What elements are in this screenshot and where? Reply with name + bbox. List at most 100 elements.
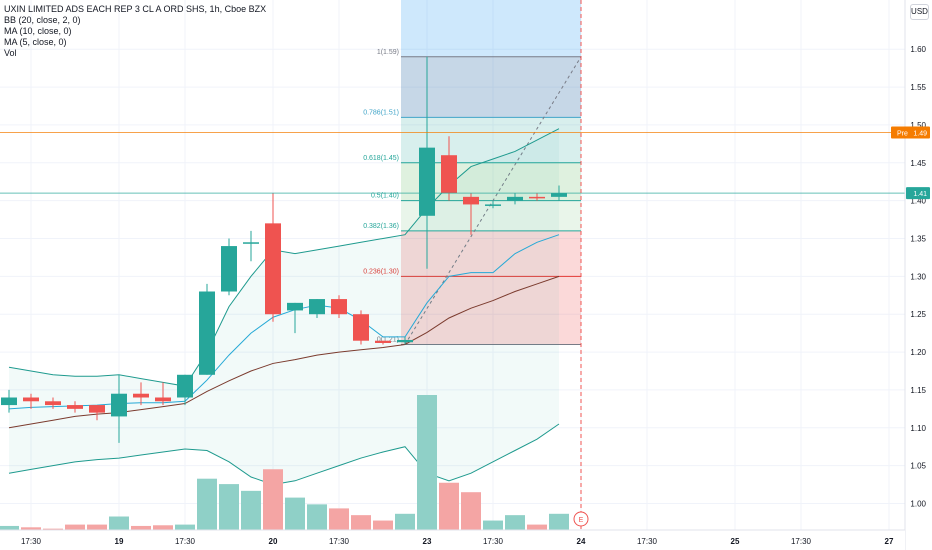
candle-body bbox=[199, 291, 215, 375]
earnings-marker bbox=[573, 511, 589, 527]
fib-level-label: 0.786(1.51) bbox=[363, 109, 399, 116]
price-tick-label: 1.00 bbox=[910, 500, 926, 509]
time-tick-label: 17:30 bbox=[791, 537, 812, 546]
candle-body bbox=[463, 196, 479, 205]
candle-body bbox=[133, 393, 149, 398]
candle-body bbox=[243, 242, 259, 244]
volume-bar bbox=[241, 490, 261, 530]
price-tick-label: 1.60 bbox=[910, 45, 926, 54]
candle-body bbox=[221, 246, 237, 292]
fib-zone bbox=[401, 276, 581, 345]
currency-button[interactable]: USD bbox=[910, 4, 929, 20]
volume-bar bbox=[483, 520, 503, 530]
volume-bar bbox=[329, 508, 349, 530]
ma10-indicator-label[interactable]: MA (10, close, 0) bbox=[4, 26, 72, 36]
symbol-title: UXIN LIMITED ADS EACH REP 3 CL A ORD SHS… bbox=[4, 4, 267, 14]
volume-bar bbox=[373, 520, 393, 530]
price-tick-label: 1.50 bbox=[910, 121, 926, 130]
price-tick-label: 1.55 bbox=[910, 83, 926, 92]
volume-bar bbox=[505, 515, 525, 530]
price-tick-label: 1.30 bbox=[910, 272, 926, 281]
candle-body bbox=[287, 302, 303, 311]
fib-level-label: 0.236(1.30) bbox=[363, 268, 399, 275]
candle-body bbox=[331, 299, 347, 315]
price-tick-label: 1.15 bbox=[910, 386, 926, 395]
candle-body bbox=[45, 401, 61, 406]
volume-bar bbox=[43, 528, 63, 530]
candle-body bbox=[111, 393, 127, 417]
volume-bar bbox=[131, 525, 151, 530]
price-tick-label: 1.05 bbox=[910, 462, 926, 471]
time-tick-label: 17:30 bbox=[175, 537, 196, 546]
volume-bar bbox=[417, 395, 437, 530]
time-tick-label: 17:30 bbox=[21, 537, 42, 546]
pre-market-badge-label: Pre bbox=[897, 131, 908, 138]
bollinger-upper-line bbox=[8, 128, 560, 387]
price-tick-label: 1.25 bbox=[910, 310, 926, 319]
time-tick-label: 19 bbox=[115, 537, 124, 546]
candle-body bbox=[507, 196, 523, 201]
volume-bar bbox=[87, 524, 107, 530]
volume-bar bbox=[549, 513, 569, 530]
time-tick-label: 17:30 bbox=[483, 537, 504, 546]
candle-body bbox=[309, 299, 325, 315]
volume-bar bbox=[439, 482, 459, 530]
price-tick-label: 1.45 bbox=[910, 159, 926, 168]
candle-body bbox=[1, 397, 17, 406]
time-tick-label: 25 bbox=[731, 537, 740, 546]
time-tick-label: 24 bbox=[577, 537, 586, 546]
volume-bar bbox=[219, 484, 239, 530]
candle-body bbox=[375, 340, 391, 343]
price-tick-label: 1.35 bbox=[910, 235, 926, 244]
candle-body bbox=[67, 405, 83, 409]
candle-body bbox=[529, 196, 545, 199]
volume-bar bbox=[263, 469, 283, 530]
ma10-line bbox=[8, 275, 560, 429]
time-tick-label: 17:30 bbox=[637, 537, 658, 546]
fib-zone bbox=[401, 56, 581, 118]
candle-body bbox=[155, 397, 171, 402]
last-price-badge-value: 1.41 bbox=[913, 191, 927, 198]
time-tick-label: 20 bbox=[269, 537, 278, 546]
volume-bar bbox=[285, 497, 305, 530]
volume-bar bbox=[153, 525, 173, 530]
bb-indicator-label[interactable]: BB (20, close, 2, 0) bbox=[4, 15, 81, 25]
pre-market-badge-value: 1.49 bbox=[913, 131, 927, 138]
volume-bar bbox=[0, 525, 19, 530]
price-tick-label: 1.20 bbox=[910, 348, 926, 357]
price-axis bbox=[905, 0, 932, 550]
fib-level-label: 0(1.21) bbox=[377, 337, 399, 344]
candle-body bbox=[485, 204, 501, 206]
candle-body bbox=[265, 223, 281, 315]
fib-level-label: 0.618(1.45) bbox=[363, 155, 399, 162]
volume-bar bbox=[109, 516, 129, 530]
fib-zone bbox=[401, 230, 581, 277]
volume-bar bbox=[527, 524, 547, 530]
candle-body bbox=[89, 405, 105, 413]
price-tick-label: 1.10 bbox=[910, 424, 926, 433]
volume-bar bbox=[197, 478, 217, 530]
fib-level-label: 0.5(1.40) bbox=[371, 193, 399, 200]
time-tick-label: 23 bbox=[423, 537, 432, 546]
pre-market-price-badge bbox=[891, 126, 930, 139]
volume-indicator-label[interactable]: Vol bbox=[4, 48, 17, 58]
price-tick-label: 1.40 bbox=[910, 197, 926, 206]
candle-body bbox=[177, 374, 193, 398]
candle-body bbox=[353, 314, 369, 341]
ma5-indicator-label[interactable]: MA (5, close, 0) bbox=[4, 37, 67, 47]
candle-body bbox=[551, 193, 567, 197]
bollinger-lower-line bbox=[8, 423, 560, 486]
volume-bar bbox=[461, 492, 481, 530]
volume-bar bbox=[307, 504, 327, 530]
volume-bar bbox=[65, 524, 85, 530]
fib-zone bbox=[401, 56, 581, 118]
fib-level-label: 1(1.59) bbox=[377, 49, 399, 56]
candle-body bbox=[419, 147, 435, 216]
candle-body bbox=[397, 339, 413, 343]
ma5-line bbox=[8, 234, 560, 410]
candle-body bbox=[23, 397, 39, 402]
time-tick-label: 17:30 bbox=[329, 537, 350, 546]
time-axis bbox=[0, 530, 905, 550]
volume-bar bbox=[21, 527, 41, 530]
